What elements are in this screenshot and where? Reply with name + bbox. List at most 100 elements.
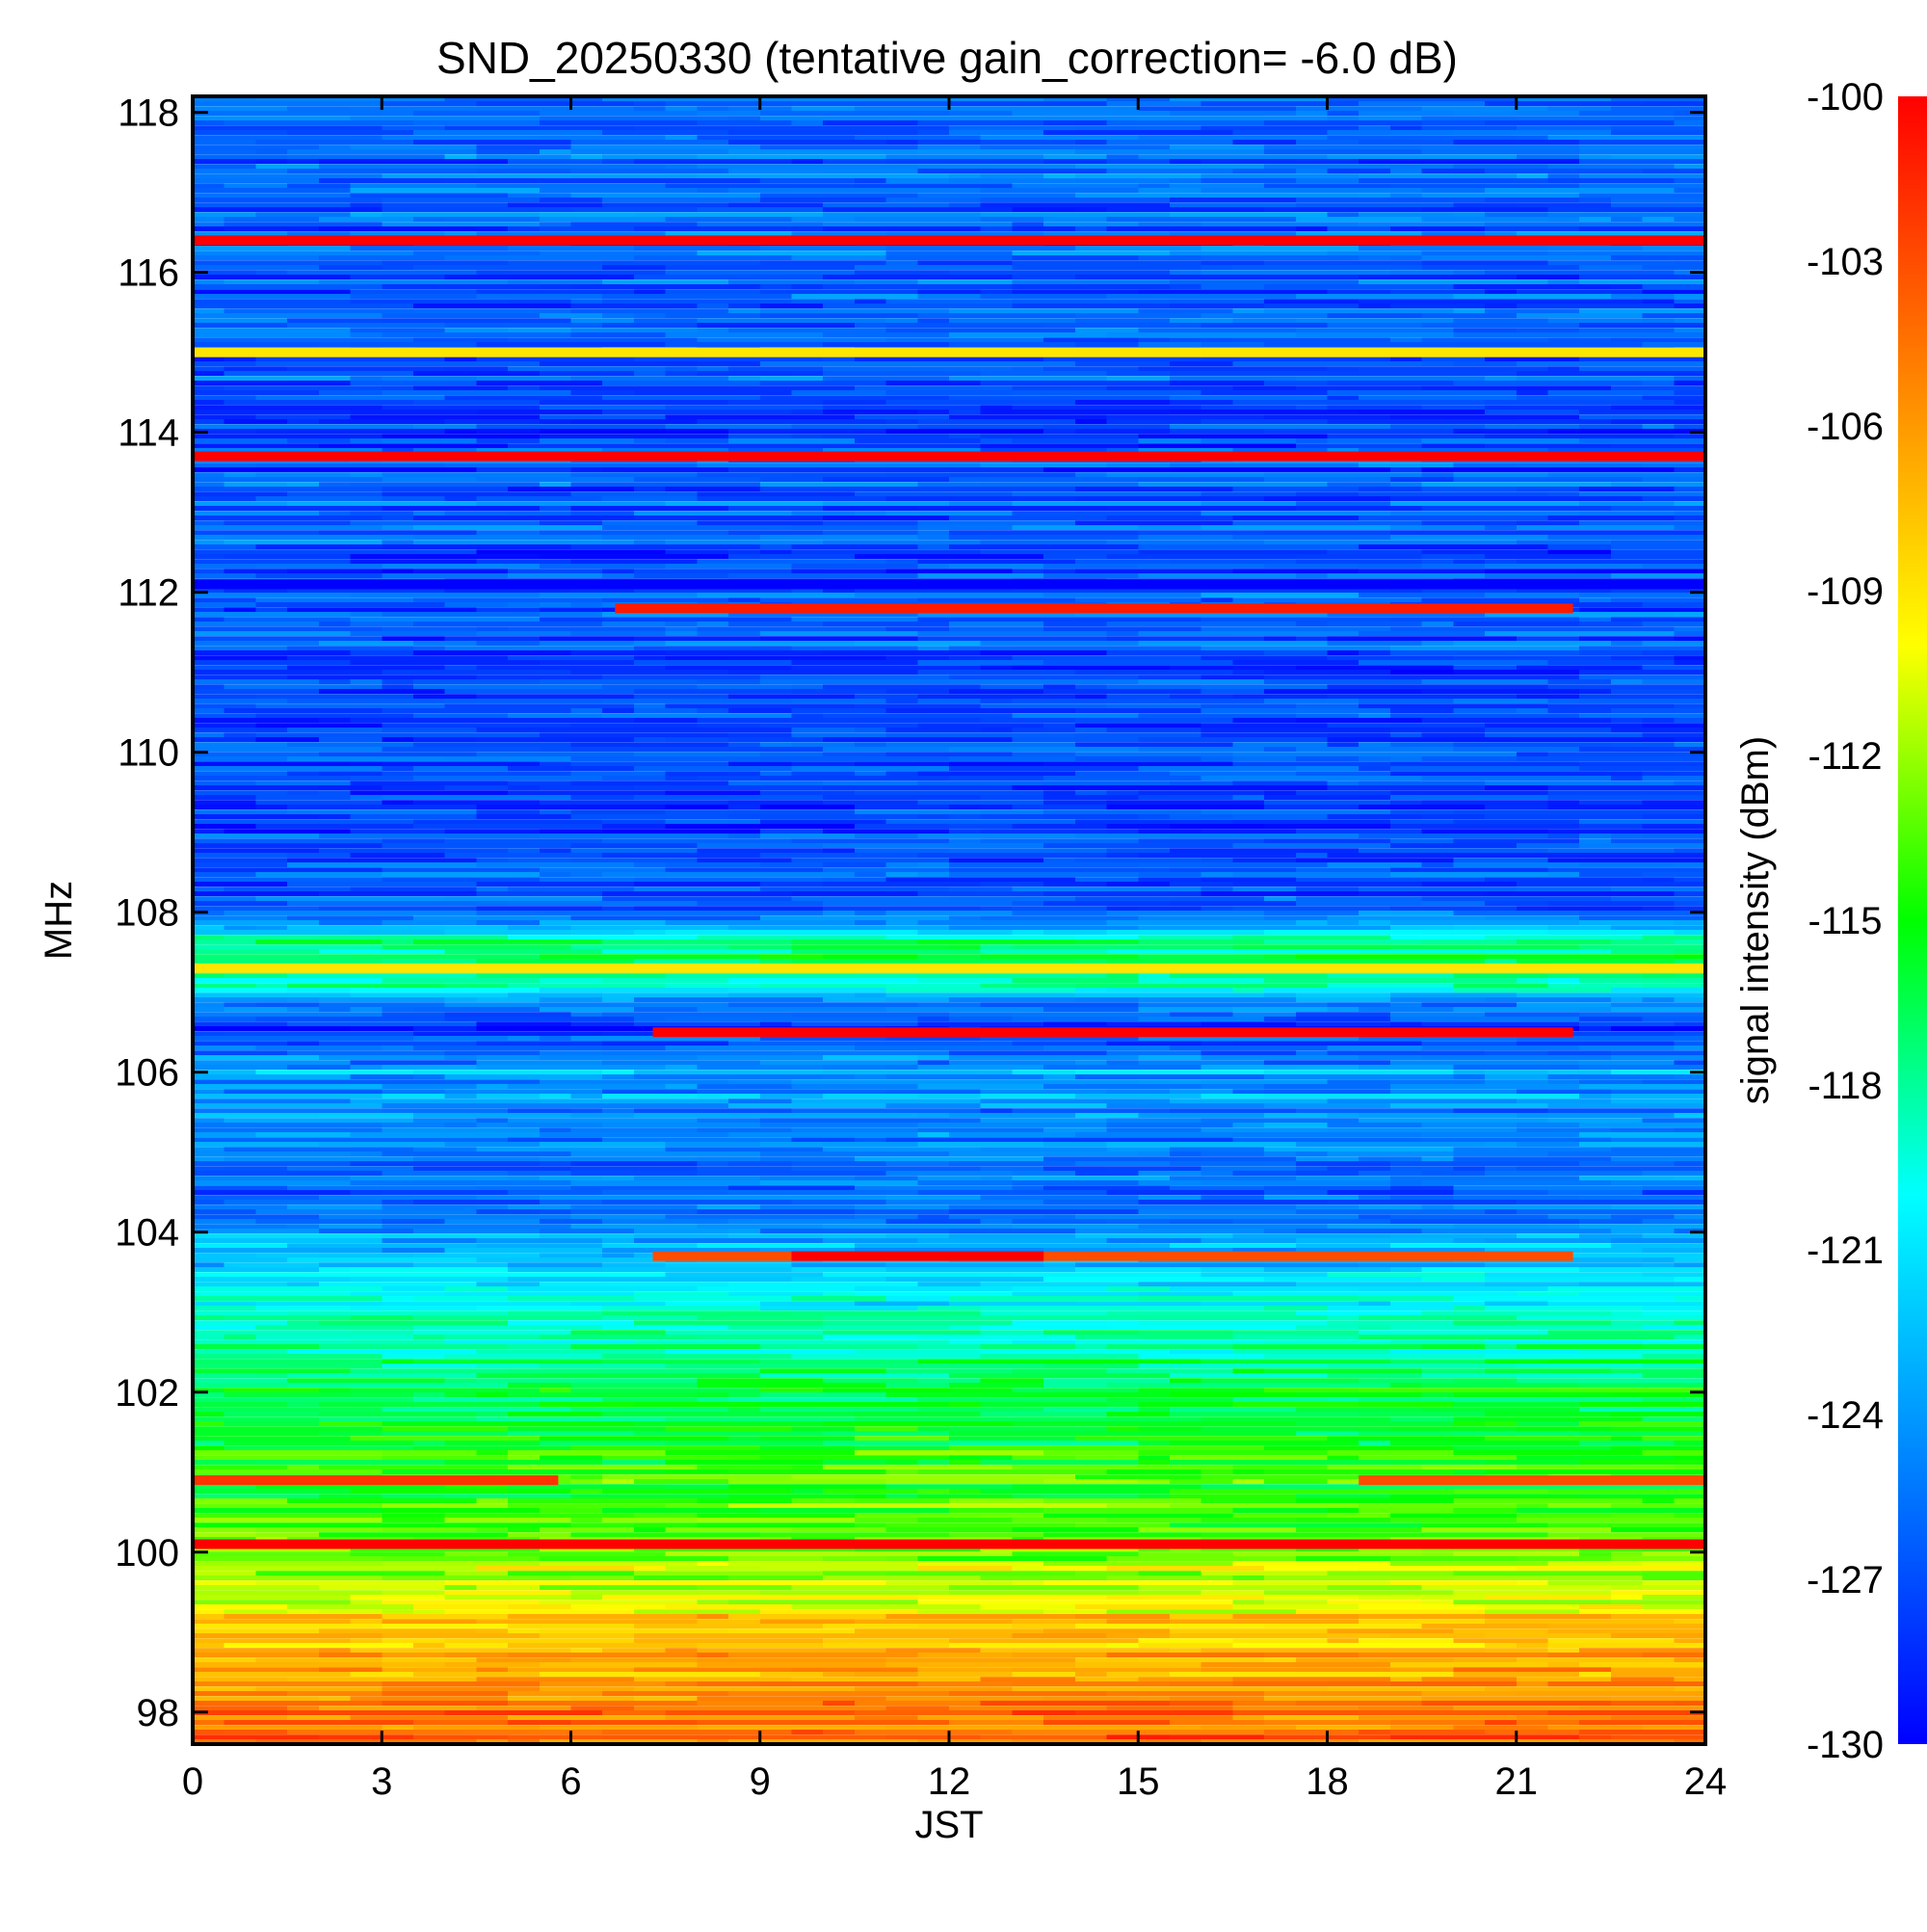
heatmap-stripe (193, 424, 1705, 425)
heatmap-cell (665, 1450, 856, 1456)
heatmap-cell (1074, 896, 1265, 902)
heatmap-cell (539, 1147, 667, 1152)
heatmap-cell (476, 973, 667, 979)
heatmap-cell (1516, 752, 1549, 757)
heatmap-cell (193, 650, 352, 656)
heatmap-cell (1043, 593, 1202, 598)
heatmap-cell (1106, 1089, 1171, 1095)
heatmap-cell (917, 1127, 1044, 1133)
heatmap-cell (350, 332, 383, 338)
heatmap-cell (1579, 1161, 1675, 1167)
heatmap-cell (382, 448, 414, 454)
heatmap-cell (949, 1118, 982, 1124)
heatmap-cell (193, 149, 256, 155)
heatmap-cell (382, 1286, 446, 1292)
heatmap-stripe (193, 1108, 1705, 1109)
heatmap-cell (193, 1286, 383, 1292)
heatmap-cell (1264, 1479, 1329, 1485)
heatmap-cell (1453, 111, 1518, 117)
heatmap-cell (1138, 1638, 1233, 1644)
heatmap-cell (224, 183, 288, 189)
heatmap-cell (1012, 1551, 1139, 1557)
heatmap-cell (224, 829, 352, 834)
heatmap-cell (413, 217, 446, 223)
heatmap-cell (413, 742, 572, 748)
heatmap-cell (823, 795, 982, 801)
heatmap-cell (1359, 1315, 1518, 1321)
heatmap-cell (570, 154, 603, 160)
heatmap-cell (570, 467, 603, 473)
heatmap-cell (193, 395, 256, 401)
heatmap-cell (917, 612, 1076, 618)
heatmap-cell (1674, 328, 1706, 333)
heatmap-cell (633, 930, 667, 936)
heatmap-cell (854, 973, 918, 979)
heatmap-cell (949, 1113, 1076, 1119)
heatmap-cell (1453, 1657, 1518, 1663)
heatmap-cell (1232, 1706, 1359, 1711)
heatmap-cell (1170, 1286, 1359, 1292)
heatmap-cell (1579, 747, 1706, 753)
heatmap-cell (193, 1373, 256, 1379)
heatmap-cell (1232, 858, 1297, 863)
heatmap-cell (539, 761, 572, 767)
heatmap-cell (193, 1151, 225, 1157)
heatmap-cell (854, 414, 950, 420)
heatmap-cell (823, 1465, 1013, 1470)
heatmap-cell (193, 1580, 256, 1586)
heatmap-cell (193, 1460, 256, 1466)
heatmap-cell (476, 887, 509, 892)
heatmap-cell (823, 207, 1013, 213)
heatmap-stripe (193, 848, 1705, 849)
heatmap-cell (602, 313, 635, 319)
heatmap-cell (444, 1002, 541, 1008)
heatmap-cell (193, 1710, 288, 1716)
heatmap-cell (1012, 1373, 1171, 1379)
heatmap-cell (1516, 887, 1612, 892)
heatmap-cell (949, 805, 982, 810)
heatmap-cell (1295, 1243, 1391, 1249)
heatmap-cell (193, 920, 320, 926)
heatmap-cell (539, 506, 572, 512)
heatmap-cell (193, 193, 352, 198)
heatmap-cell (1264, 1147, 1454, 1152)
heatmap-cell (1674, 525, 1706, 531)
heatmap-cell (1453, 925, 1548, 931)
heatmap-cell (350, 622, 414, 627)
heatmap-cell (759, 1180, 918, 1186)
heatmap-cell (444, 1585, 477, 1591)
heatmap-cell (224, 1118, 414, 1124)
heatmap-cell (413, 1229, 541, 1234)
heatmap-cell (1074, 1643, 1108, 1649)
heatmap-cell (1453, 838, 1580, 844)
heatmap-cell (539, 1253, 603, 1258)
heatmap-cell (885, 915, 950, 921)
heatmap-cell (1516, 756, 1706, 762)
heatmap-cell (350, 1547, 541, 1552)
heatmap-cell (823, 1335, 918, 1340)
heatmap-cell (697, 1166, 792, 1172)
heatmap-cell (1642, 814, 1706, 820)
heatmap-cell (1674, 1701, 1706, 1707)
heatmap-cell (1485, 1238, 1612, 1244)
heatmap-cell (697, 1243, 856, 1249)
heatmap-cell (382, 1469, 572, 1475)
heatmap-cell (1012, 1320, 1108, 1326)
heatmap-cell (1201, 626, 1391, 632)
heatmap-cell (1485, 270, 1675, 276)
heatmap-cell (949, 1720, 1044, 1726)
heatmap-cell (823, 867, 950, 873)
heatmap-cell (759, 1681, 918, 1687)
heatmap-cell (980, 443, 1139, 449)
heatmap-cell (1232, 535, 1391, 541)
heatmap-cell (1043, 1715, 1233, 1721)
heatmap-cell (854, 178, 887, 184)
heatmap-cell (1043, 1330, 1139, 1336)
heatmap-cell (1170, 275, 1359, 280)
heatmap-cell (255, 824, 414, 830)
heatmap-cell (287, 318, 383, 324)
heatmap-cell (508, 299, 572, 304)
heatmap-stripe (193, 665, 1705, 666)
heatmap-cell (570, 1113, 635, 1119)
heatmap-cell (697, 684, 792, 690)
